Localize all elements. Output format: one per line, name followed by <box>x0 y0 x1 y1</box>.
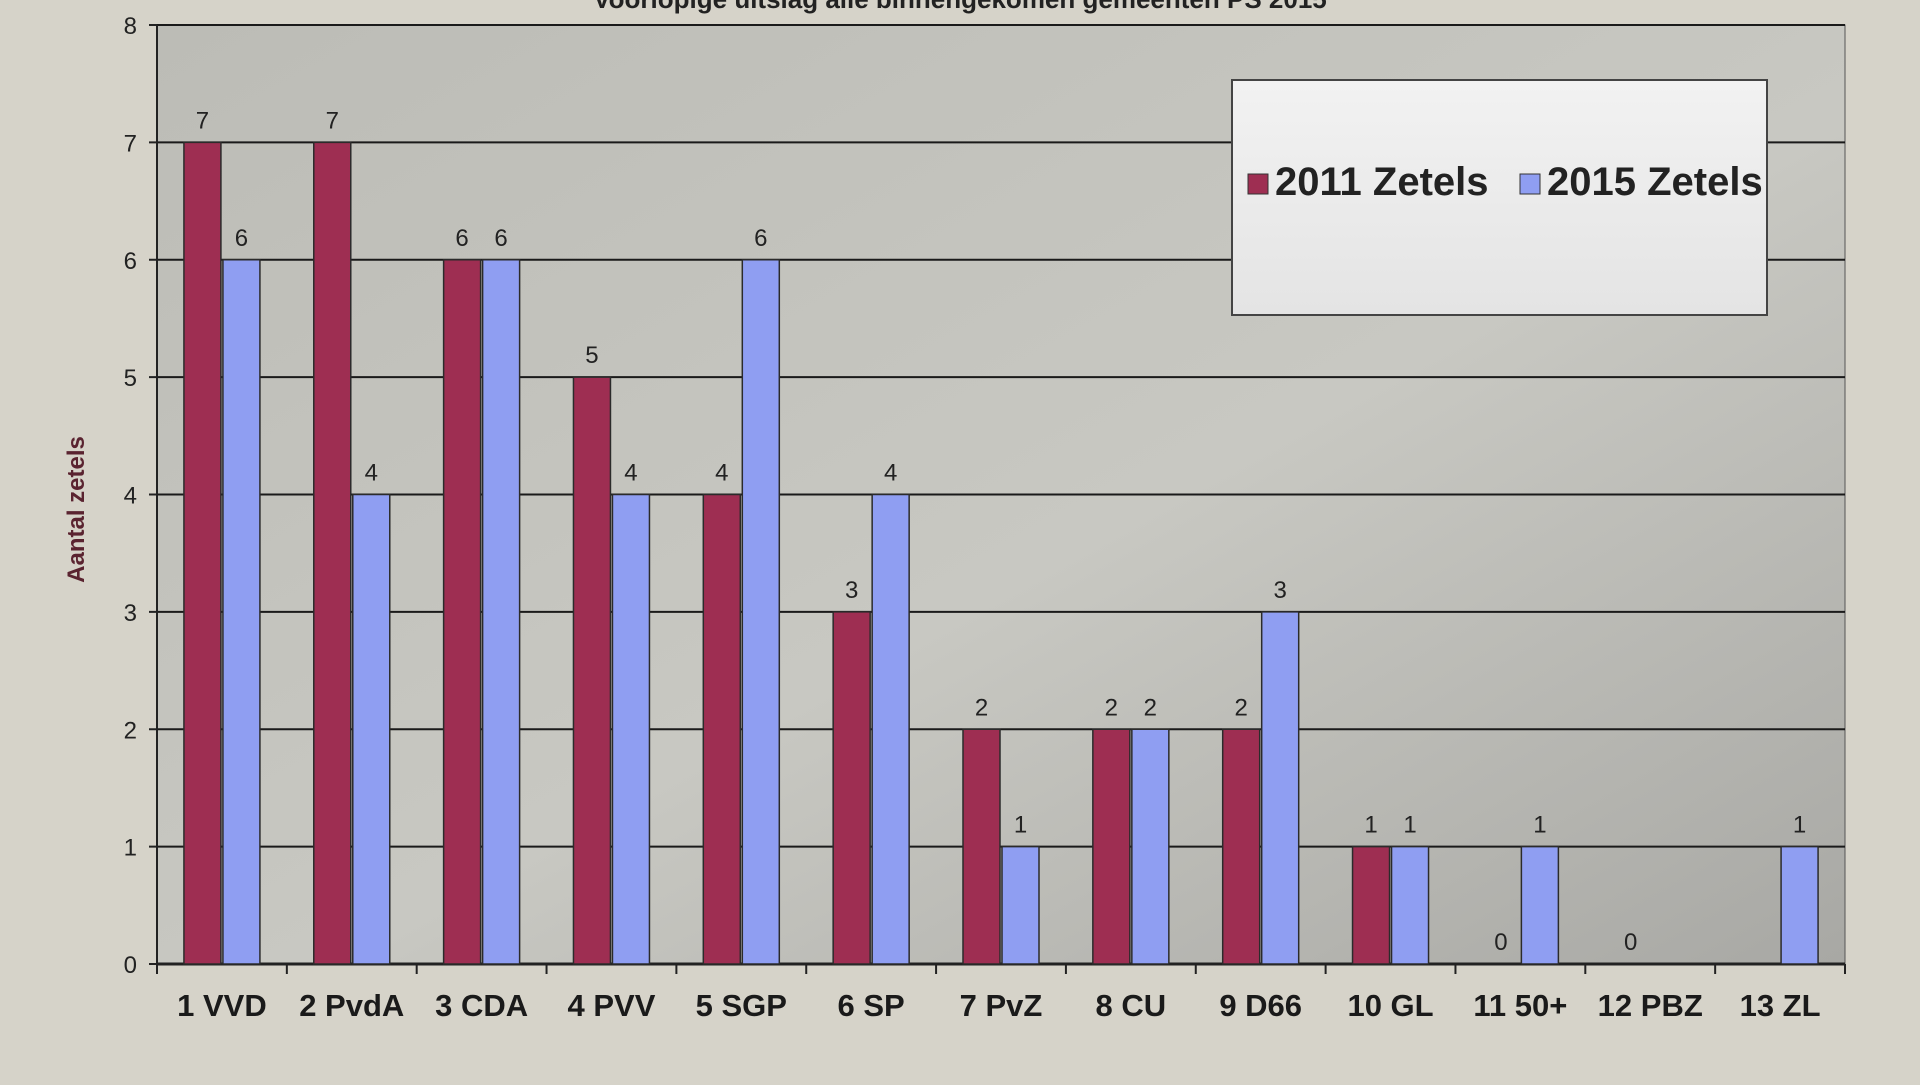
bar-2011 <box>1351 845 1391 965</box>
data-label: 0 <box>1624 929 1637 956</box>
data-label: 6 <box>455 225 468 252</box>
data-label: 1 <box>1533 812 1546 839</box>
bar-2011 <box>832 611 871 965</box>
data-label: 2 <box>1105 694 1118 721</box>
x-tick-label: 3 CDA <box>435 988 528 1023</box>
legend-label: 2015 Zetels <box>1547 160 1763 204</box>
bar-2015 <box>1131 728 1170 965</box>
bar-2011 <box>962 728 1001 965</box>
data-label: 7 <box>196 107 209 134</box>
bar-2015 <box>1520 845 1560 965</box>
bar-2011 <box>572 376 612 965</box>
x-tick-label: 7 PvZ <box>960 988 1043 1023</box>
legend-label: 2011 Zetels <box>1275 160 1489 204</box>
bar-2011 <box>313 141 352 965</box>
y-axis-label: Aantal zetels <box>63 436 90 583</box>
y-tick-label: 7 <box>124 130 137 157</box>
y-tick-label: 4 <box>124 483 137 510</box>
bar-2015 <box>741 259 781 965</box>
y-tick-label: 3 <box>124 600 137 627</box>
legend-swatch <box>1247 173 1269 195</box>
bar-2015 <box>481 259 521 965</box>
bar-2011 <box>1221 728 1261 965</box>
data-label: 0 <box>1494 929 1507 956</box>
data-label: 4 <box>884 460 897 487</box>
legend-box <box>1231 79 1768 316</box>
y-tick-label: 8 <box>124 13 137 40</box>
bar-2011 <box>183 141 222 965</box>
data-label: 1 <box>1014 812 1027 839</box>
data-label: 6 <box>754 225 767 252</box>
x-tick-label: 13 ZL <box>1740 988 1821 1023</box>
bar-2015 <box>222 259 261 965</box>
y-tick-label: 2 <box>124 717 137 744</box>
y-tick-label: 5 <box>124 365 137 392</box>
x-tick-label: 8 CU <box>1096 988 1167 1023</box>
data-label: 2 <box>1235 694 1248 721</box>
data-label: 6 <box>494 225 507 252</box>
data-label: 1 <box>1793 812 1806 839</box>
x-tick-label: 1 VVD <box>177 988 267 1023</box>
x-tick-label: 4 PVV <box>568 988 656 1023</box>
data-label: 5 <box>585 342 598 369</box>
x-tick-label: 11 50+ <box>1473 988 1567 1023</box>
data-label: 4 <box>365 460 378 487</box>
data-label: 6 <box>235 225 248 252</box>
bar-2015 <box>1001 845 1040 965</box>
bar-2015 <box>611 493 651 965</box>
data-label: 2 <box>1144 694 1157 721</box>
data-label: 1 <box>1403 812 1416 839</box>
x-tick-label: 9 D66 <box>1219 988 1302 1023</box>
data-label: 2 <box>975 694 988 721</box>
x-tick-label: 5 SGP <box>696 988 787 1023</box>
data-label: 4 <box>715 460 728 487</box>
bar-2015 <box>352 493 391 965</box>
y-tick-label: 6 <box>124 248 137 275</box>
bar-2015 <box>1260 611 1300 965</box>
data-label: 3 <box>845 577 858 604</box>
bar-2011 <box>702 493 742 965</box>
bar-2011 <box>1092 728 1131 965</box>
data-label: 7 <box>326 107 339 134</box>
y-tick-label: 1 <box>124 835 137 862</box>
bar-2015 <box>1780 845 1819 965</box>
data-label: 4 <box>624 460 637 487</box>
bar-2015 <box>1390 845 1430 965</box>
x-tick-label: 10 GL <box>1347 988 1433 1023</box>
legend-swatch <box>1519 173 1541 195</box>
y-tick-label: 0 <box>124 952 137 979</box>
bar-2011 <box>442 259 482 965</box>
x-tick-label: 6 SP <box>838 988 905 1023</box>
bar-2015 <box>871 493 910 965</box>
data-label: 1 <box>1364 812 1377 839</box>
x-tick-label: 2 PvdA <box>299 988 404 1023</box>
x-tick-label: 12 PBZ <box>1598 988 1703 1023</box>
chart-title: Voorlopige uitslag alle binnengekomen ge… <box>593 0 1326 14</box>
data-label: 3 <box>1274 577 1287 604</box>
